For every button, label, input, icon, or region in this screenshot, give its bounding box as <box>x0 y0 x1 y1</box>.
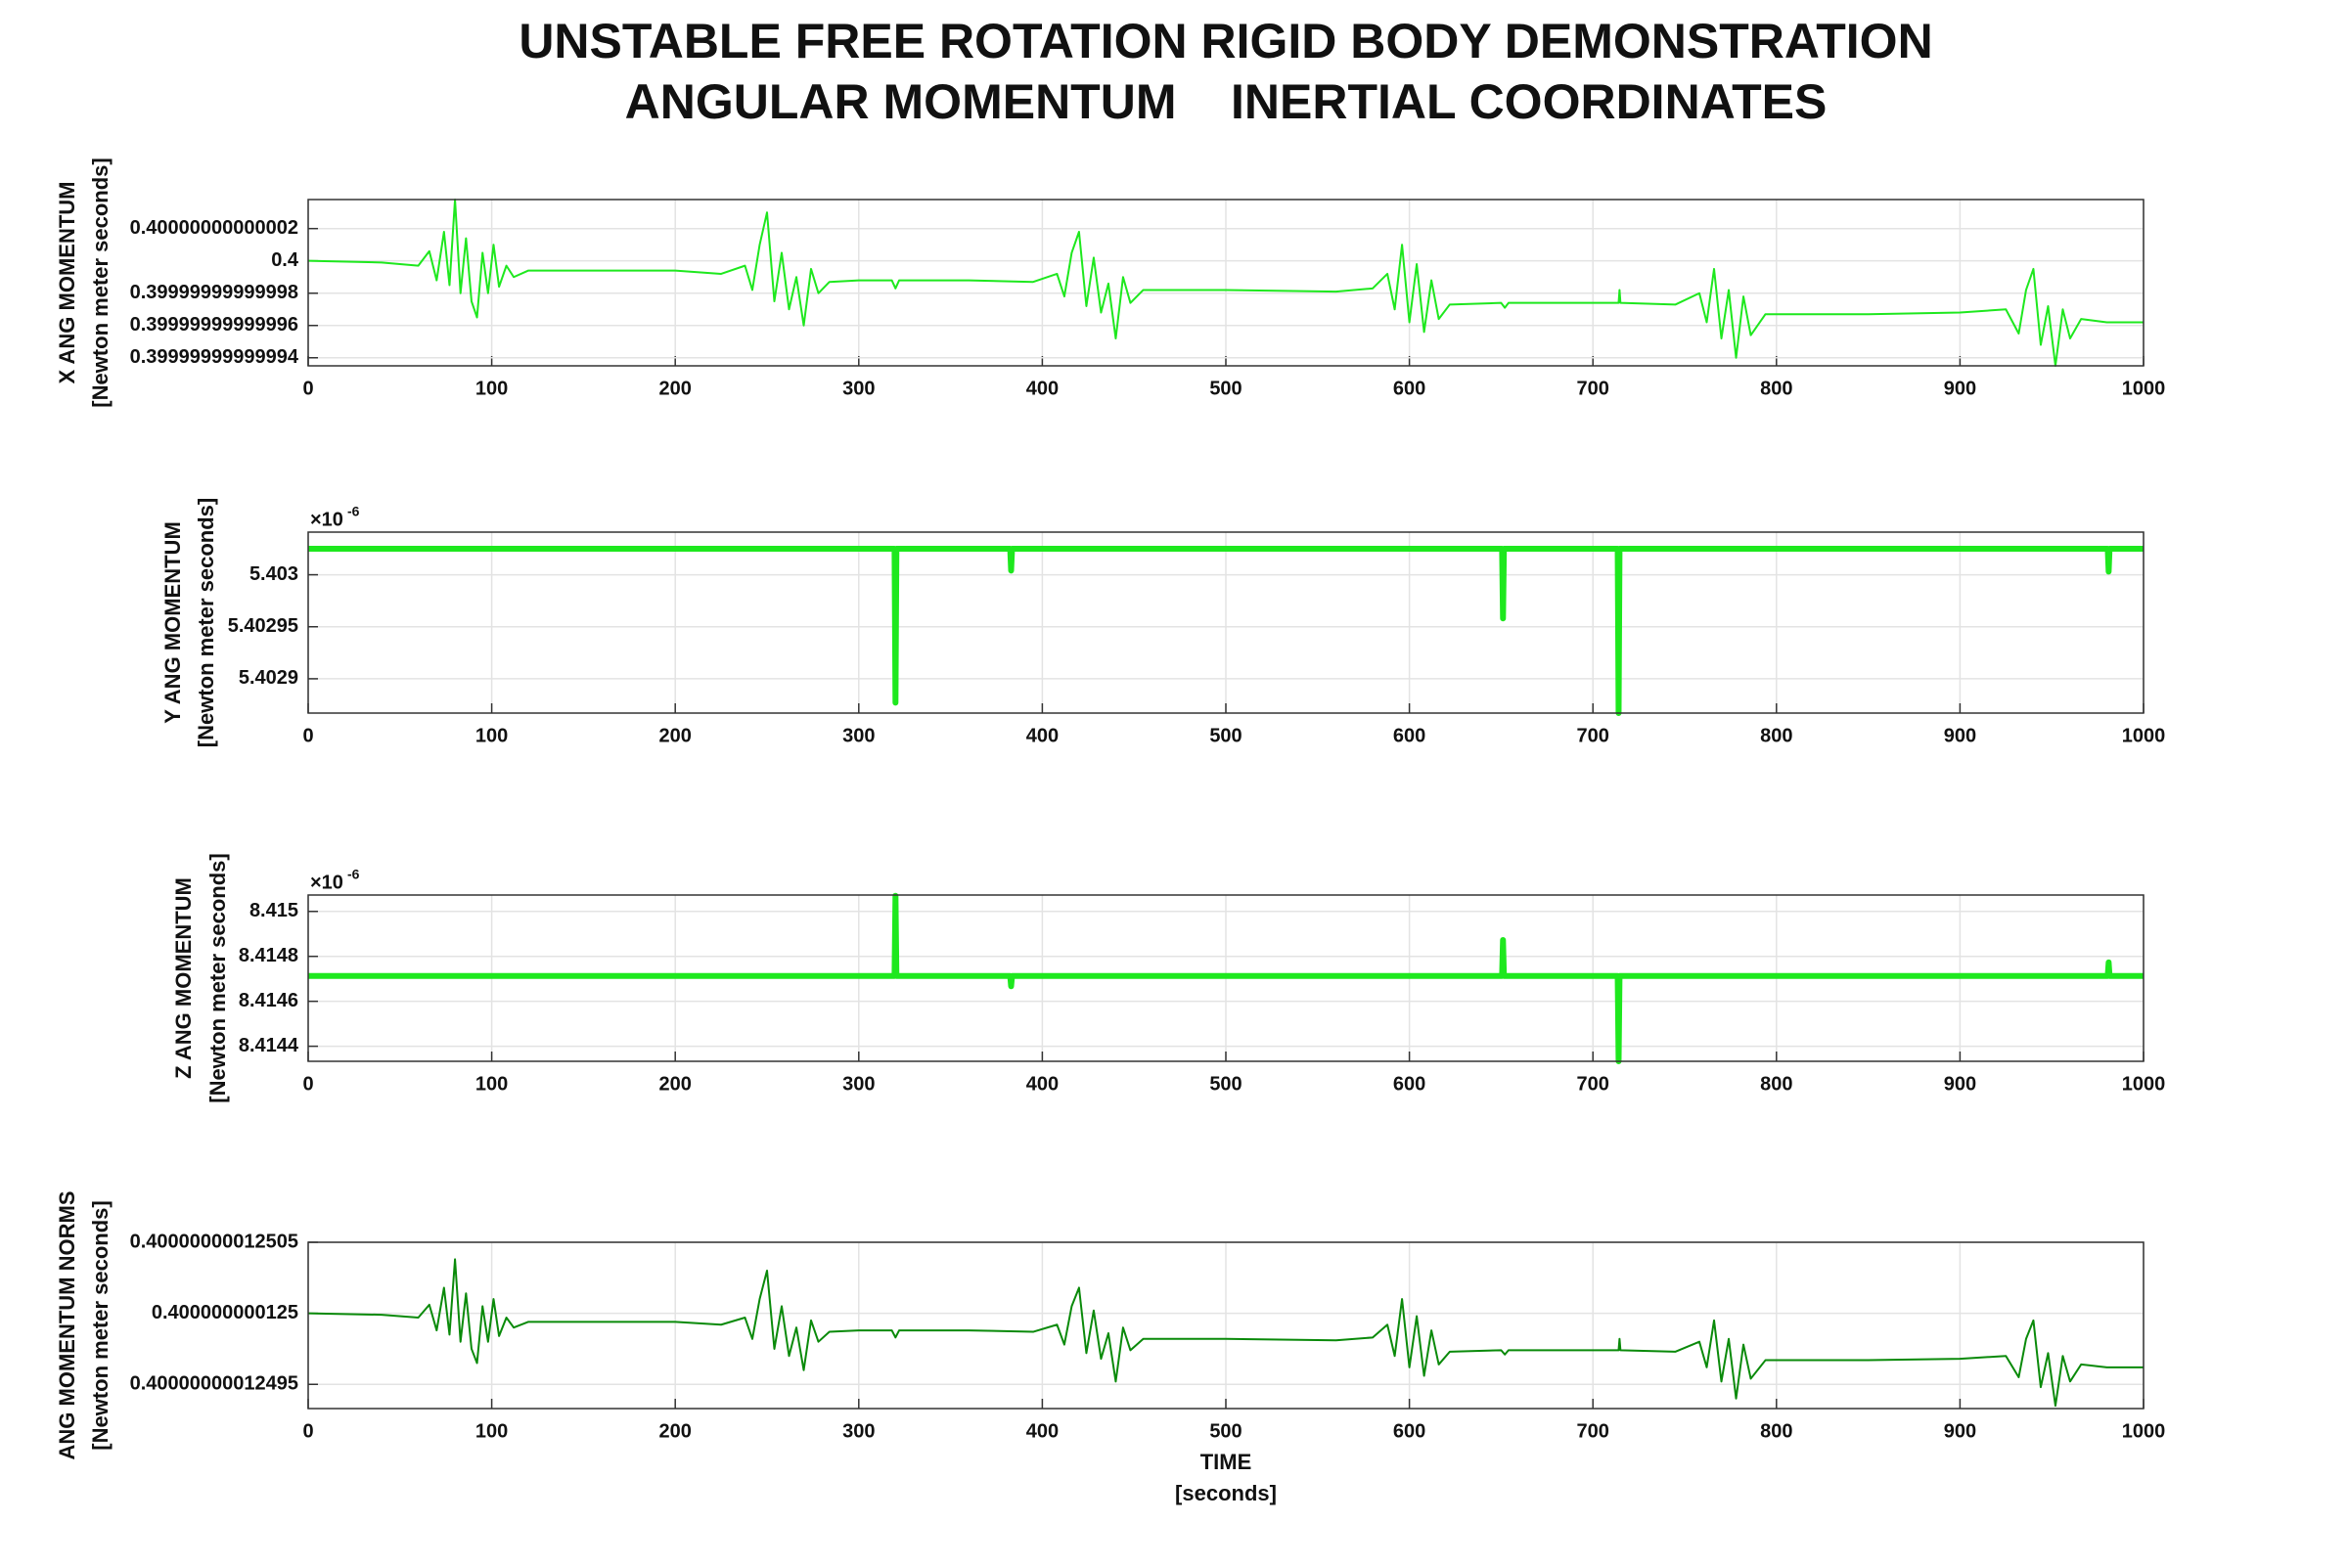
y-tick-label: 0.39999999999996 <box>130 314 298 336</box>
y-axis-label: X ANG MOMENTUM <box>55 182 79 384</box>
x-tick-label: 0 <box>302 725 313 746</box>
y-tick-label: 8.4148 <box>239 945 298 966</box>
x-axis-label: TIME <box>1200 1450 1252 1474</box>
x-tick-label: 800 <box>1760 725 1792 746</box>
x-tick-label: 0 <box>302 1420 313 1442</box>
axes-box <box>307 199 2145 367</box>
title-line: ANGULAR MOMENTUM INERTIAL COORDINATES <box>625 74 1828 129</box>
axis-multiplier: ×10 <box>310 872 343 893</box>
x-tick-label: 800 <box>1760 1420 1792 1442</box>
x-tick-label: 600 <box>1393 1420 1425 1442</box>
x-tick-label: 0 <box>302 378 313 399</box>
x-tick-label: 300 <box>842 1420 875 1442</box>
x-tick-label: 100 <box>475 378 508 399</box>
x-tick-label: 200 <box>659 725 692 746</box>
x-tick-label: 400 <box>1026 378 1059 399</box>
x-axis-label: [seconds] <box>1175 1481 1277 1505</box>
y-axis-label: Z ANG MOMENTUM <box>171 877 196 1079</box>
x-tick-label: 1000 <box>2122 1420 2166 1442</box>
x-tick-label: 300 <box>842 725 875 746</box>
x-tick-label: 400 <box>1026 725 1059 746</box>
y-axis-label: Y ANG MOMENTUM <box>160 521 185 724</box>
x-tick-label: 700 <box>1577 725 1609 746</box>
x-tick-label: 100 <box>475 1073 508 1095</box>
y-tick-label: 0.39999999999998 <box>130 282 298 303</box>
x-tick-label: 500 <box>1209 725 1242 746</box>
axis-multiplier-exponent: -6 <box>347 867 360 882</box>
x-tick-label: 700 <box>1577 1073 1609 1095</box>
x-tick-label: 700 <box>1577 378 1609 399</box>
axes-box <box>307 894 2145 1062</box>
x-tick-label: 1000 <box>2122 378 2166 399</box>
x-tick-label: 900 <box>1944 378 1976 399</box>
y-tick-label: 0.400000000125 <box>152 1302 298 1323</box>
y-axis-label: ANG MOMENTUM NORMS <box>55 1191 79 1460</box>
x-tick-label: 800 <box>1760 378 1792 399</box>
x-tick-label: 500 <box>1209 1073 1242 1095</box>
x-tick-label: 100 <box>475 725 508 746</box>
y-tick-label: 8.415 <box>249 900 298 921</box>
x-tick-label: 800 <box>1760 1073 1792 1095</box>
data-line <box>308 892 2144 1064</box>
axis-multiplier-exponent: -6 <box>347 504 360 519</box>
x-tick-label: 1000 <box>2122 1073 2166 1095</box>
axis-multiplier: ×10 <box>310 509 343 530</box>
y-tick-label: 0.40000000012505 <box>130 1231 298 1252</box>
x-tick-label: 600 <box>1393 1073 1425 1095</box>
title-line: UNSTABLE FREE ROTATION RIGID BODY DEMONS… <box>519 14 1932 68</box>
y-tick-label: 0.39999999999994 <box>130 346 299 368</box>
data-line <box>308 546 2144 716</box>
y-axis-label: [Newton meter seconds] <box>88 157 113 408</box>
axes-box <box>307 1241 2145 1410</box>
y-axis-label: [Newton meter seconds] <box>88 1200 113 1451</box>
x-tick-label: 200 <box>659 1073 692 1095</box>
x-tick-label: 900 <box>1944 1073 1976 1095</box>
data-line <box>307 199 2144 367</box>
y-tick-label: 0.4 <box>271 249 299 271</box>
x-tick-label: 100 <box>475 1420 508 1442</box>
y-tick-label: 5.403 <box>249 563 298 585</box>
y-tick-label: 0.40000000012495 <box>130 1373 298 1395</box>
x-tick-label: 300 <box>842 1073 875 1095</box>
y-tick-label: 0.40000000000002 <box>130 217 298 239</box>
x-tick-label: 900 <box>1944 725 1976 746</box>
x-tick-label: 200 <box>659 378 692 399</box>
x-tick-label: 1000 <box>2122 725 2166 746</box>
x-tick-label: 600 <box>1393 725 1425 746</box>
x-tick-label: 200 <box>659 1420 692 1442</box>
x-tick-label: 700 <box>1577 1420 1609 1442</box>
x-tick-label: 0 <box>302 1073 313 1095</box>
y-axis-label: [Newton meter seconds] <box>205 853 230 1103</box>
y-tick-label: 8.4144 <box>239 1035 299 1056</box>
x-tick-label: 900 <box>1944 1420 1976 1442</box>
x-tick-label: 400 <box>1026 1073 1059 1095</box>
data-line <box>307 1258 2144 1408</box>
axes-box <box>307 531 2145 714</box>
x-tick-label: 400 <box>1026 1420 1059 1442</box>
x-tick-label: 300 <box>842 378 875 399</box>
y-tick-label: 8.4146 <box>239 990 298 1011</box>
x-tick-label: 600 <box>1393 378 1425 399</box>
y-tick-label: 5.4029 <box>239 667 298 689</box>
x-tick-label: 500 <box>1209 378 1242 399</box>
y-axis-label: [Newton meter seconds] <box>194 498 218 748</box>
x-tick-label: 500 <box>1209 1420 1242 1442</box>
y-tick-label: 5.40295 <box>228 615 298 637</box>
